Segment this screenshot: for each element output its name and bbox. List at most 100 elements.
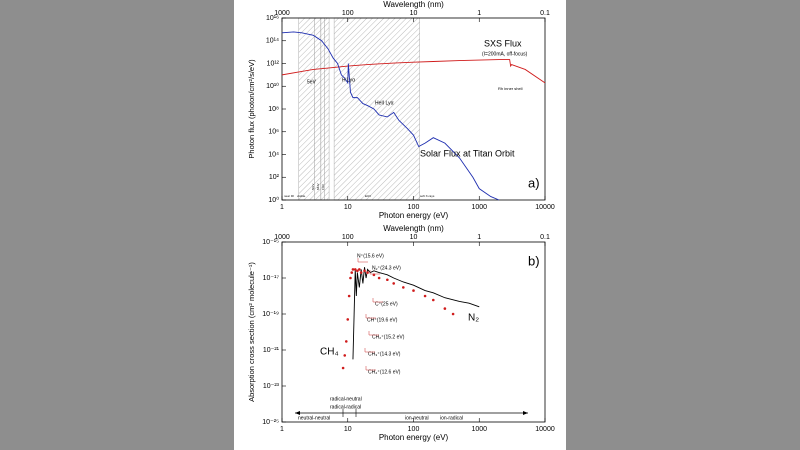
- x2-tick-label: 0.1: [540, 234, 550, 241]
- y-tick-label: 10⁻²⁵: [262, 419, 279, 426]
- data-point: [347, 294, 351, 298]
- x2-tick-label: 10: [410, 234, 418, 241]
- y-tick-label: 10⁻¹⁷: [263, 275, 280, 282]
- data-point: [356, 269, 359, 273]
- series-line: [281, 59, 546, 84]
- y-tick-label: 10¹⁰: [266, 82, 279, 90]
- annotation: H Lyα: [342, 77, 355, 83]
- shaded-region: [298, 17, 315, 201]
- y-axis-label: Absorption cross section (cm² molecule⁻¹…: [247, 262, 256, 402]
- threshold-arrow: [365, 366, 376, 371]
- shaded-region: [333, 17, 420, 201]
- x2-axis-label: Wavelength (nm): [383, 224, 444, 233]
- annotation: MUV: [316, 183, 320, 190]
- data-point: [344, 340, 348, 343]
- x-tick-label: 10000: [535, 426, 555, 433]
- y-tick-label: 10⁶: [268, 129, 279, 136]
- threshold-arrow: [365, 314, 376, 319]
- data-point: [349, 276, 352, 280]
- x2-tick-label: 0.1: [540, 10, 550, 17]
- data-point: [351, 268, 355, 271]
- threshold-arrow: [357, 258, 368, 263]
- series-line: [281, 31, 500, 201]
- data-point: [377, 276, 381, 280]
- data-point: [359, 271, 363, 274]
- x-tick-label: 1000: [471, 204, 487, 211]
- y-tick-label: 10⁻¹⁹: [262, 311, 279, 318]
- shaded-region: [320, 17, 325, 201]
- data-point: [341, 366, 345, 370]
- x-tick-label: 100: [408, 426, 420, 433]
- x2-axis-label: Wavelength (nm): [383, 0, 444, 9]
- x-axis-label: Photon energy (eV): [379, 433, 449, 442]
- data-point: [386, 278, 389, 282]
- threshold-arrow: [364, 348, 375, 353]
- y-tick-label: 10¹⁶: [266, 15, 279, 22]
- x2-tick-label: 100: [342, 10, 354, 17]
- x2-tick-label: 1: [477, 234, 481, 241]
- panel-label: a): [528, 175, 540, 190]
- x2-tick-label: 100: [342, 234, 354, 241]
- data-point: [353, 268, 357, 271]
- x-tick-label: 1: [280, 426, 284, 433]
- data-point: [366, 271, 369, 274]
- data-point: [412, 289, 415, 292]
- y-tick-label: 10²: [269, 174, 280, 181]
- threshold-arrow: [369, 270, 380, 275]
- data-point: [350, 271, 354, 274]
- annotation: NUV: [311, 184, 315, 190]
- data-point: [423, 294, 427, 298]
- annotation: (I=200mA, off-focus): [482, 51, 528, 57]
- x2-tick-label: 1000: [274, 234, 290, 241]
- series-label: Solar Flux at Titan Orbit: [420, 148, 515, 158]
- annotation: visible: [297, 194, 306, 198]
- data-point: [363, 269, 366, 273]
- data-point: [343, 354, 347, 357]
- data-point: [358, 268, 361, 271]
- annotation: radical-radical: [330, 404, 361, 410]
- data-point: [402, 286, 405, 289]
- shaded-region: [314, 17, 322, 201]
- x-tick-label: 10: [344, 204, 352, 211]
- y-tick-label: 10⁴: [268, 151, 279, 158]
- annotation: 5eV: [307, 79, 317, 85]
- annotation: near IR: [284, 194, 295, 198]
- annotation: C⁺(25 eV): [375, 301, 398, 307]
- y-axis-label: Photon flux (photon/cm²/s/eV): [247, 59, 256, 159]
- annotation: CH₃⁺(14.3 eV): [368, 351, 401, 357]
- x2-tick-label: 1000: [274, 10, 290, 17]
- annotation: radical-neutral: [330, 396, 362, 402]
- annotation: N⁺(15.6 eV): [357, 253, 384, 259]
- x-tick-label: 10000: [535, 204, 555, 211]
- y-tick-label: 10¹⁴: [266, 38, 279, 45]
- data-point: [392, 282, 396, 285]
- y-tick-label: 10¹²: [267, 60, 280, 67]
- annotation: ion-radical: [440, 415, 463, 421]
- panel-label: b): [528, 253, 540, 268]
- threshold-arrow: [372, 298, 383, 303]
- annotation: CH⁺(19.6 eV): [367, 317, 398, 323]
- y-tick-label: 10⁸: [268, 106, 279, 113]
- annotation: HeII Lyα: [375, 100, 394, 106]
- y-tick-label: 10⁻¹⁵: [262, 239, 279, 246]
- y-tick-label: 10⁻²¹: [263, 347, 280, 354]
- data-point: [346, 318, 350, 321]
- annotation: neutral-neutral: [298, 415, 330, 421]
- annotation: FUV: [321, 184, 325, 190]
- y-tick-label: 10⁻²³: [263, 383, 280, 390]
- annotation: EUV: [365, 194, 371, 198]
- x-tick-label: 1000: [471, 426, 487, 433]
- data-point: [443, 307, 447, 310]
- data-point: [451, 312, 455, 316]
- x2-tick-label: 1: [477, 10, 481, 17]
- annotation: ion-neutral: [405, 415, 429, 421]
- x-tick-label: 100: [408, 204, 420, 211]
- threshold-arrow: [368, 331, 379, 336]
- series-label: CH₄: [320, 347, 339, 358]
- series-label: N₂: [468, 313, 479, 324]
- annotation: N₂⁺(24.3 eV): [372, 265, 401, 271]
- x-tick-label: 10: [344, 426, 352, 433]
- x-axis-label: Photon energy (eV): [379, 211, 449, 220]
- annotation: CH₄⁺(12.6 eV): [368, 369, 401, 375]
- y-tick-label: 10⁰: [268, 196, 279, 204]
